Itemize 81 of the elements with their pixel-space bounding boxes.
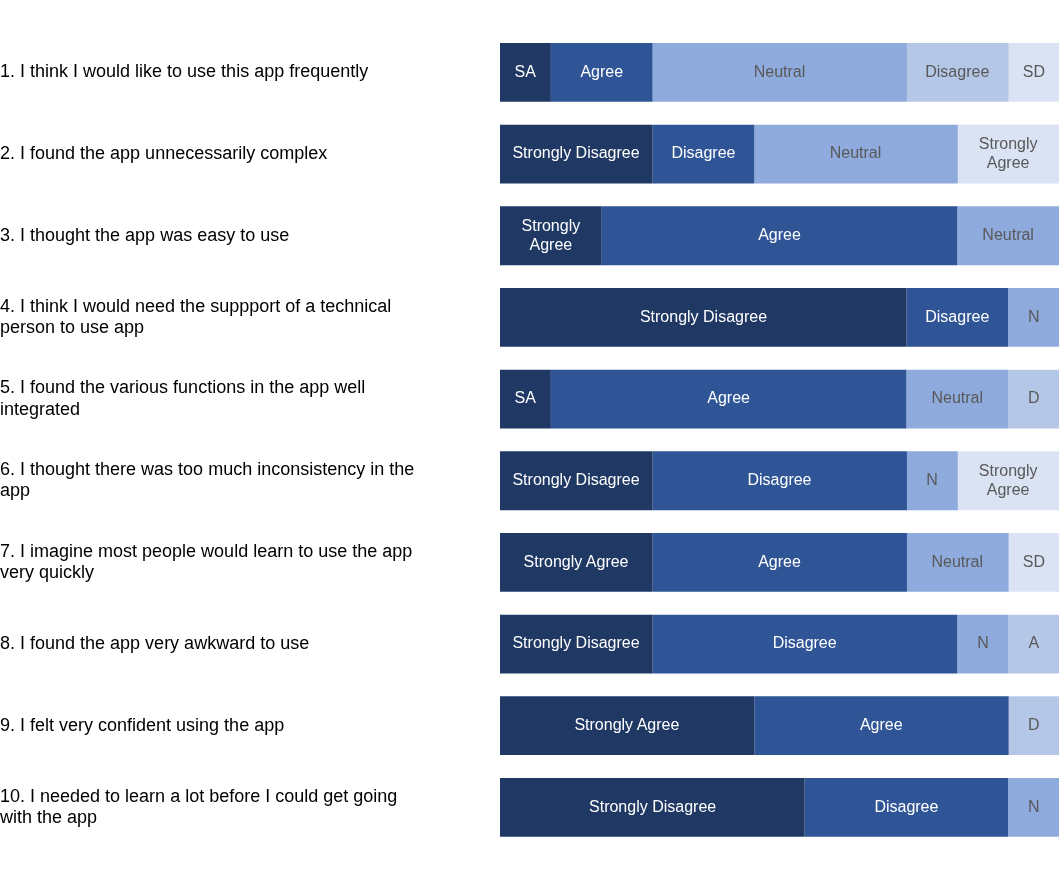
- y-tick-label: 8. I found the app very awkward to use: [0, 633, 310, 654]
- bar: [550, 369, 907, 429]
- annotation: Disagree: [671, 144, 736, 162]
- annotation: Disagree: [772, 634, 837, 652]
- bar: [754, 696, 1009, 756]
- annotation: Strongly Agree: [978, 461, 1038, 498]
- annotation: SA: [514, 389, 537, 407]
- annotation: Neutral: [829, 144, 882, 162]
- bar: [1008, 43, 1059, 102]
- annotation: Disagree: [874, 797, 939, 815]
- y-tick-label: 4. I think I would need the suppport of a technical person to use app: [0, 295, 392, 338]
- bar: [500, 451, 653, 511]
- annotation: Strongly Disagree: [589, 797, 717, 815]
- bar: [906, 451, 958, 511]
- bar: [906, 369, 1009, 429]
- bar: [957, 614, 1009, 674]
- bar: [754, 124, 958, 184]
- y-tick-label: 6. I thought there was too much inconsistency in the app: [0, 458, 415, 501]
- annotation: Strongly Agree: [978, 135, 1038, 171]
- y-tick-label: 9. I felt very confident using the app: [0, 714, 285, 735]
- annotation: N: [1028, 307, 1040, 325]
- bar: [500, 369, 551, 429]
- bar: [652, 43, 907, 102]
- y-tick-label: 7. I imagine most people would learn to use the app very quickly: [0, 540, 413, 583]
- annotation: Neutral: [931, 552, 984, 570]
- annotation: N: [926, 471, 938, 489]
- y-tick-label: 3. I thought the app was easy to use: [0, 224, 290, 245]
- annotation: Strongly Agree: [521, 216, 581, 253]
- bar: [601, 206, 958, 266]
- bar: [500, 532, 653, 592]
- bar: [1008, 696, 1059, 756]
- bar: [652, 614, 958, 674]
- bar: [1008, 614, 1059, 674]
- bar: [500, 696, 755, 756]
- annotation: Agree: [580, 62, 624, 80]
- annotation: Agree: [758, 226, 801, 244]
- annotation: Disagree: [925, 62, 990, 80]
- bar: [652, 124, 755, 184]
- bar: [804, 777, 1009, 837]
- y-tick-label: 5. I found the various functions in the app well integrated: [0, 377, 366, 419]
- bar: [500, 288, 907, 347]
- annotation: Strongly Disagree: [639, 307, 768, 325]
- annotation: D: [1028, 389, 1040, 407]
- annotation: A: [1028, 634, 1040, 652]
- annotation: Neutral: [753, 62, 806, 80]
- bar: [652, 532, 907, 592]
- annotation: D: [1028, 716, 1040, 734]
- y-tick-label: 1. I think I would like to use this app frequently: [0, 61, 369, 82]
- y-tick-label: 10. I needed to learn a lot before I could get going with the app: [0, 785, 398, 828]
- bar: [500, 777, 805, 837]
- annotation: Strongly Disagree: [512, 144, 640, 162]
- y-tick-label: 2. I found the app unnecessarily complex: [0, 143, 328, 164]
- bar: [906, 288, 1009, 347]
- bar: [1008, 369, 1059, 429]
- bar: [906, 532, 1009, 592]
- bar: [957, 206, 1059, 266]
- annotation: SD: [1022, 552, 1045, 570]
- bar: [1008, 532, 1059, 592]
- bar: [906, 43, 1009, 102]
- annotation: Agree: [707, 389, 751, 407]
- annotation: Strongly Agree: [523, 552, 629, 570]
- annotation: Strongly Agree: [574, 716, 680, 734]
- annotation: Agree: [758, 552, 801, 570]
- bar: [652, 451, 907, 511]
- annotation: Agree: [859, 716, 903, 734]
- bar: [500, 124, 653, 184]
- bar: [1008, 777, 1059, 837]
- bar: [550, 43, 653, 102]
- annotation: Disagree: [747, 471, 812, 489]
- annotation: Disagree: [925, 307, 990, 325]
- annotation: N: [1028, 797, 1040, 815]
- annotation: Neutral: [982, 226, 1034, 244]
- annotation: Strongly Disagree: [512, 634, 640, 652]
- annotation: SA: [514, 62, 537, 80]
- bar: [500, 43, 551, 102]
- bar: [1008, 288, 1059, 347]
- annotation: Strongly Disagree: [512, 471, 640, 489]
- annotation: Neutral: [931, 389, 984, 407]
- bar: [500, 614, 653, 674]
- annotation: N: [977, 634, 989, 652]
- annotation: SD: [1022, 62, 1045, 80]
